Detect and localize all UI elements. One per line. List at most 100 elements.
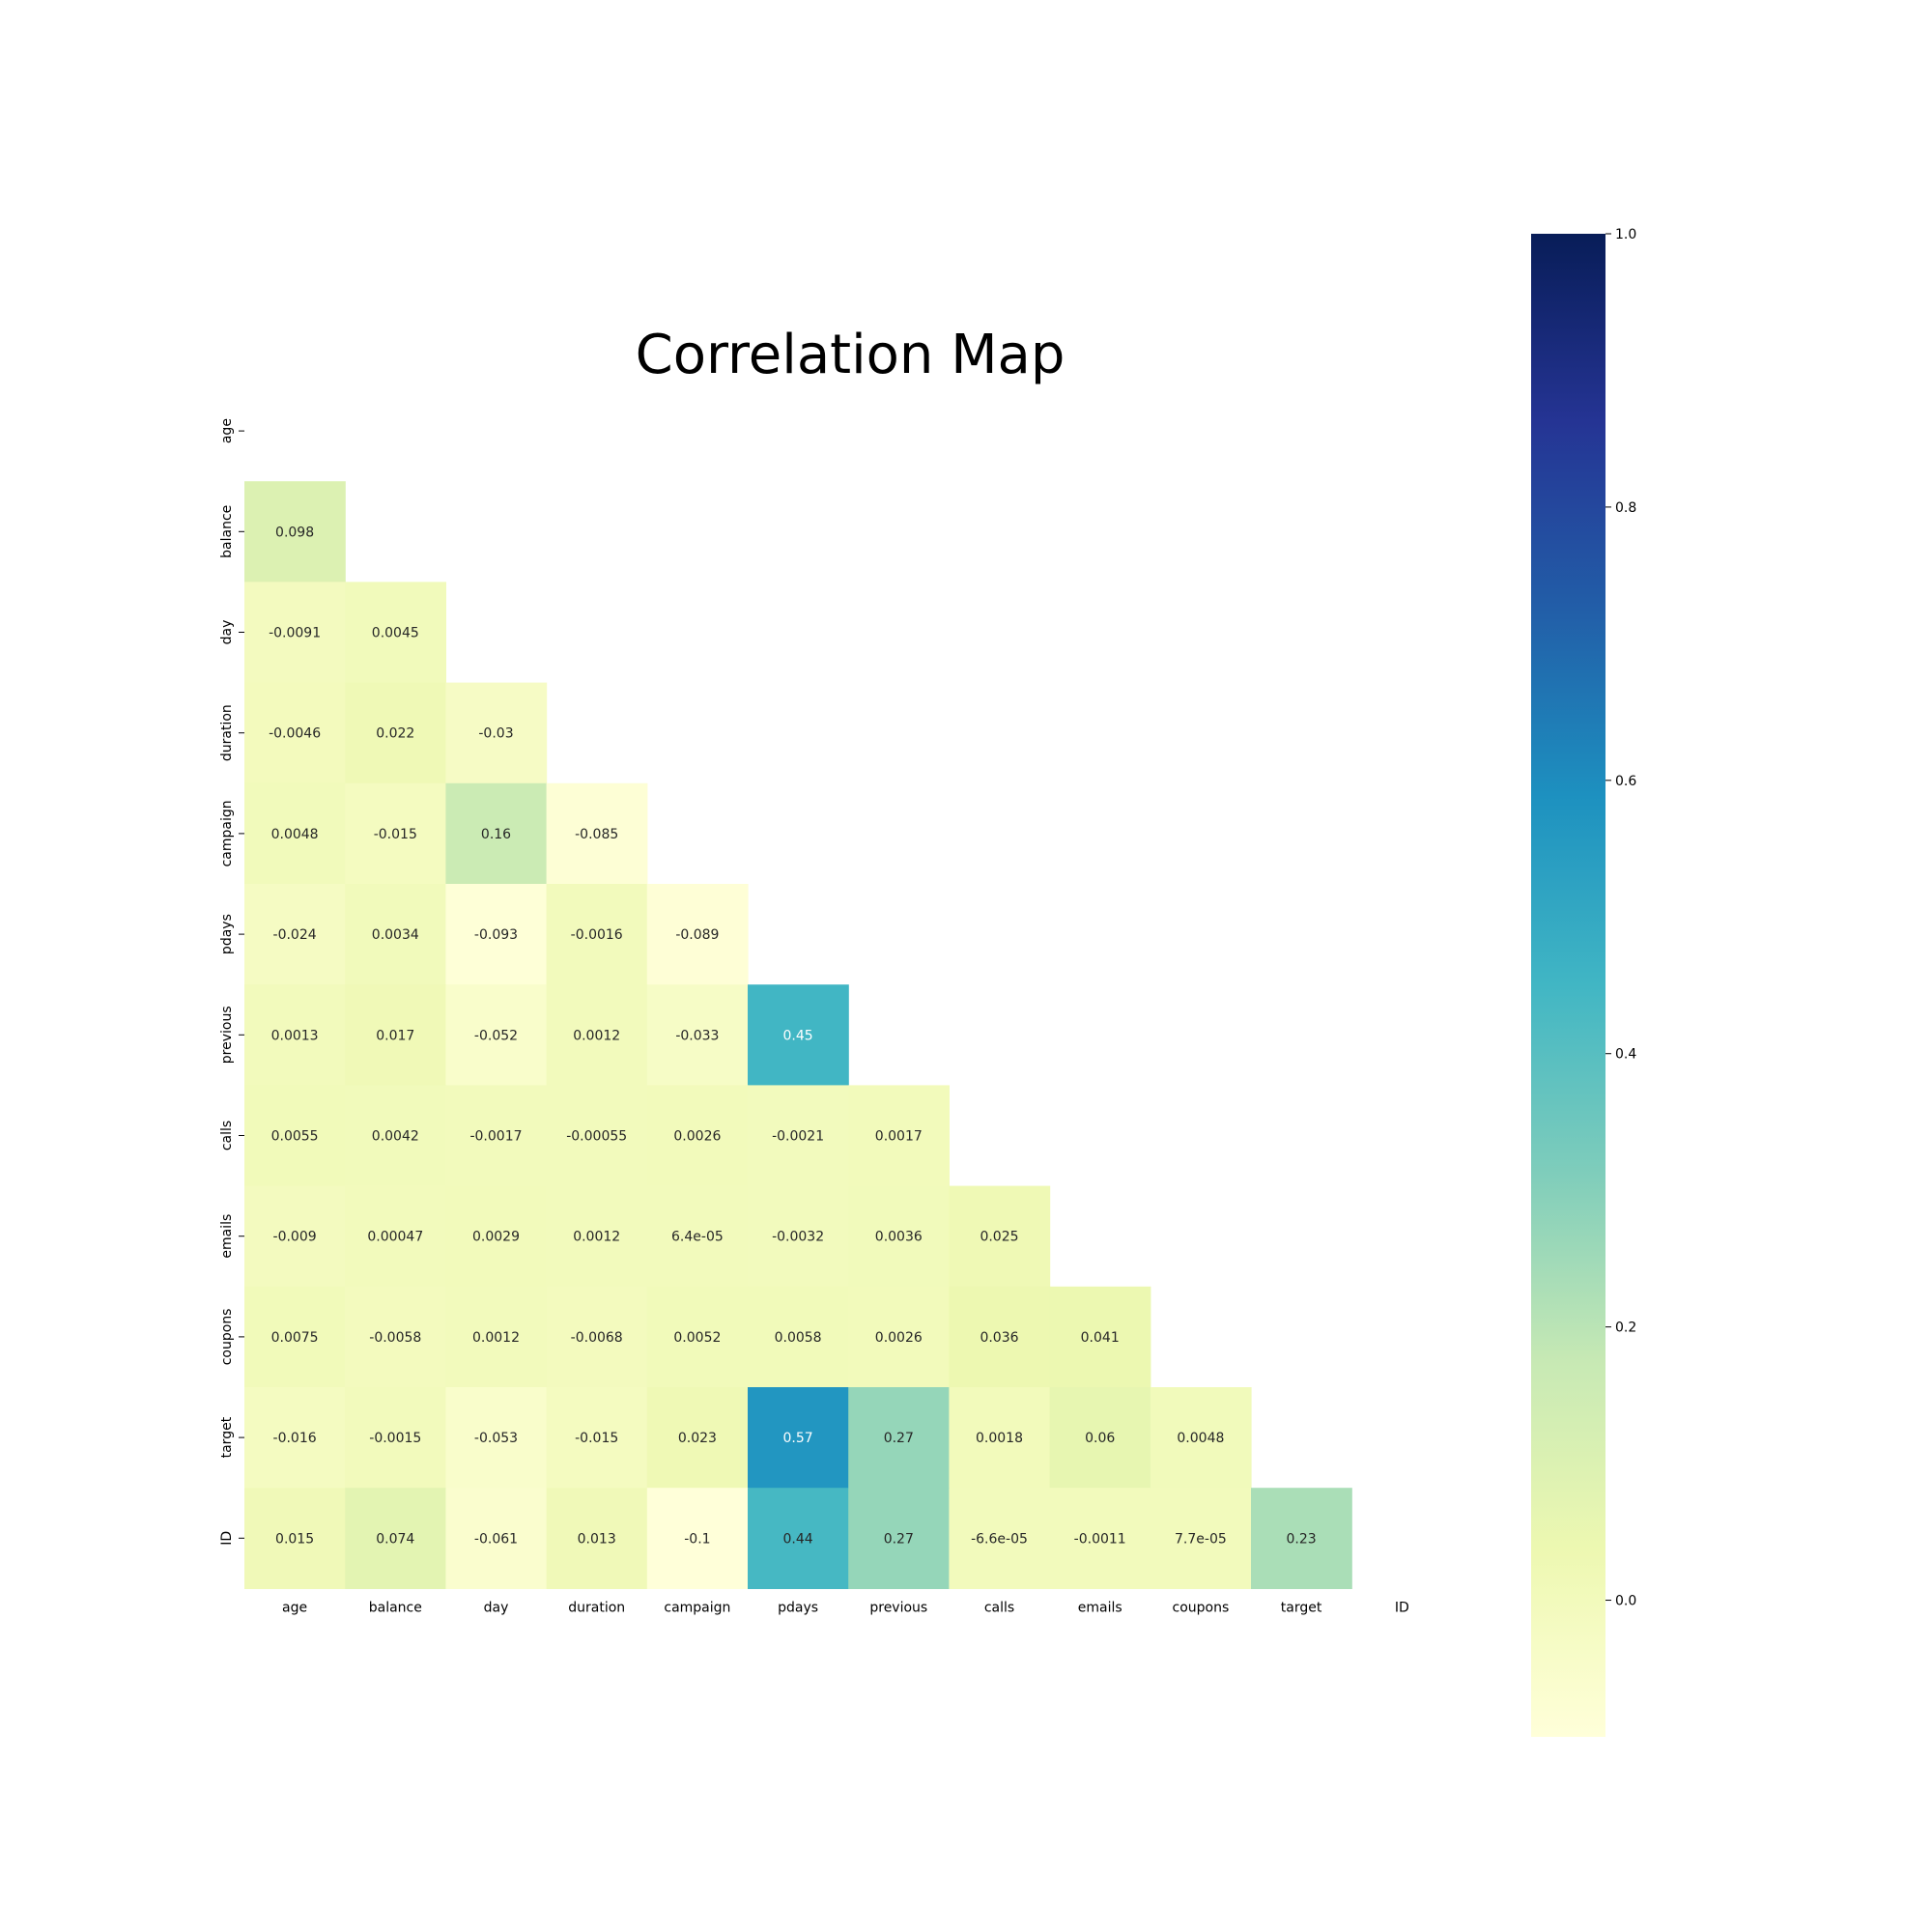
heatmap-cell-duration-age — [244, 682, 346, 784]
colorbar-tick-label: 1.0 — [1615, 227, 1636, 242]
heatmap-cell-calls-duration — [546, 1085, 648, 1187]
cell-value-label: 6.4e-05 — [671, 1230, 724, 1245]
cell-value-label: 0.022 — [376, 726, 414, 742]
cell-value-label: 0.0042 — [372, 1129, 419, 1145]
cell-value-label: 0.0058 — [775, 1330, 822, 1346]
cell-value-label: 0.0036 — [875, 1230, 923, 1245]
colorbar-tick-label: 0.6 — [1615, 774, 1636, 789]
heatmap-cell-ID-day — [445, 1488, 548, 1589]
x-axis-ticks: age balance day duration campaign pdays previo… — [282, 1600, 1409, 1615]
heatmap-cell-emails-balance — [345, 1185, 446, 1288]
cell-value-label: -0.0011 — [1074, 1531, 1126, 1547]
heatmap-cell-emails-calls — [949, 1185, 1051, 1288]
heatmap-cell-campaign-balance — [345, 782, 446, 885]
y-tick-label-coupons: coupons — [219, 1309, 235, 1366]
heatmap-cell-previous-age — [244, 984, 346, 1086]
y-tick-label-campaign: campaign — [219, 800, 235, 867]
cell-value-label: -0.053 — [474, 1431, 518, 1446]
heatmap-cell-coupons-pdays — [748, 1286, 849, 1388]
cell-value-label: -0.00055 — [566, 1129, 627, 1145]
heatmap-cell-target-coupons — [1150, 1387, 1252, 1489]
cell-value-label: -0.1 — [684, 1531, 710, 1547]
cell-value-label: 0.023 — [678, 1431, 717, 1446]
y-tick-label-emails: emails — [219, 1214, 235, 1259]
colorbar-tick-label: 0.0 — [1615, 1594, 1636, 1609]
x-tick-label-target: target — [1281, 1600, 1322, 1615]
heatmap-cell-pdays-day — [445, 884, 548, 985]
heatmap-cell-target-duration — [546, 1387, 648, 1489]
cell-value-label: 0.0012 — [472, 1330, 520, 1346]
heatmap-cell-campaign-day — [445, 782, 548, 885]
y-tick-label-calls: calls — [219, 1121, 235, 1151]
cell-value-label: 0.0048 — [271, 827, 319, 842]
cell-value-label: 0.017 — [376, 1028, 414, 1043]
cell-value-label: -0.016 — [273, 1431, 317, 1446]
heatmap-cell-calls-previous — [848, 1085, 950, 1187]
heatmap-cell-target-calls — [949, 1387, 1051, 1489]
heatmap-cell-emails-duration — [546, 1185, 648, 1288]
x-tick-label-day: day — [484, 1600, 509, 1615]
heatmap-cell-target-emails — [1049, 1387, 1151, 1489]
heatmap-cell-ID-pdays — [748, 1488, 849, 1589]
cell-value-label: -0.009 — [273, 1230, 317, 1245]
cell-value-label: 0.0018 — [976, 1431, 1023, 1446]
cell-value-label: -0.03 — [478, 726, 513, 742]
heatmap-cell-calls-age — [244, 1085, 346, 1187]
cell-value-label: 0.23 — [1287, 1531, 1317, 1547]
y-tick-label-age: age — [219, 418, 235, 443]
heatmap-cell-previous-pdays — [748, 984, 849, 1086]
x-tick-label-ID: ID — [1395, 1600, 1409, 1615]
cell-value-label: -0.0016 — [571, 927, 623, 943]
heatmap-cell-emails-day — [445, 1185, 548, 1288]
cell-value-label: 0.00047 — [367, 1230, 423, 1245]
heatmap-cell-coupons-age — [244, 1286, 346, 1388]
cell-value-label: 0.0045 — [372, 626, 419, 641]
heatmap-cell-campaign-age — [244, 782, 346, 885]
y-tick-label-previous: previous — [219, 1006, 235, 1064]
colorbar-ticks: 0.0 0.2 0.4 0.6 0.8 1.0 — [1605, 227, 1636, 1609]
heatmap-cell-campaign-duration — [546, 782, 648, 885]
heatmap-cell-day-age — [244, 582, 346, 684]
cell-value-label: -0.089 — [675, 927, 719, 943]
cell-value-label: -0.0015 — [369, 1431, 421, 1446]
heatmap-cell-coupons-calls — [949, 1286, 1051, 1388]
chart-title: Correlation Map — [636, 324, 1065, 386]
cell-value-label: 0.0052 — [673, 1330, 721, 1346]
cell-value-label: 0.0012 — [573, 1230, 620, 1245]
heatmap-cell-calls-balance — [345, 1085, 446, 1187]
heatmap-cells: 0.098 -0.0091 0.0045 -0.0046 0.022 -0.03 0.004… — [244, 481, 1352, 1589]
heatmap-cell-ID-emails — [1049, 1488, 1151, 1589]
heatmap-cell-duration-balance — [345, 682, 446, 784]
cell-value-label: 0.0075 — [271, 1330, 319, 1346]
cell-value-label: -0.085 — [575, 827, 618, 842]
x-tick-label-emails: emails — [1078, 1600, 1122, 1615]
cell-value-label: 0.074 — [376, 1531, 414, 1547]
x-tick-label-coupons: coupons — [1173, 1600, 1230, 1615]
heatmap-cell-emails-pdays — [748, 1185, 849, 1288]
cell-value-label: -0.0021 — [772, 1129, 824, 1145]
heatmap-cell-calls-campaign — [646, 1085, 749, 1187]
colorbar-gradient — [1531, 234, 1605, 1737]
heatmap-cell-ID-previous — [848, 1488, 950, 1589]
heatmap-cell-duration-day — [445, 682, 548, 784]
heatmap-cell-emails-previous — [848, 1185, 950, 1288]
heatmap-cell-coupons-duration — [546, 1286, 648, 1388]
y-tick-label-target: target — [219, 1416, 235, 1458]
cell-value-label: 0.27 — [884, 1531, 914, 1547]
heatmap-cell-coupons-campaign — [646, 1286, 749, 1388]
cell-value-label: -0.024 — [273, 927, 317, 943]
cell-value-label: 0.27 — [884, 1431, 914, 1446]
cell-value-label: 7.7e-05 — [1175, 1531, 1227, 1547]
heatmap-cell-emails-campaign — [646, 1185, 749, 1288]
cell-value-label: 0.0055 — [271, 1129, 319, 1145]
x-tick-label-pdays: pdays — [778, 1600, 818, 1615]
heatmap-cell-previous-balance — [345, 984, 446, 1086]
x-tick-label-age: age — [282, 1600, 307, 1615]
y-tick-label-ID: ID — [219, 1531, 235, 1546]
colorbar-tick-label: 0.4 — [1615, 1047, 1636, 1063]
y-tick-label-pdays: pdays — [219, 914, 235, 954]
cell-value-label: 0.44 — [783, 1531, 813, 1547]
heatmap-cell-ID-duration — [546, 1488, 648, 1589]
heatmap-cell-ID-campaign — [646, 1488, 749, 1589]
heatmap-cell-previous-day — [445, 984, 548, 1086]
